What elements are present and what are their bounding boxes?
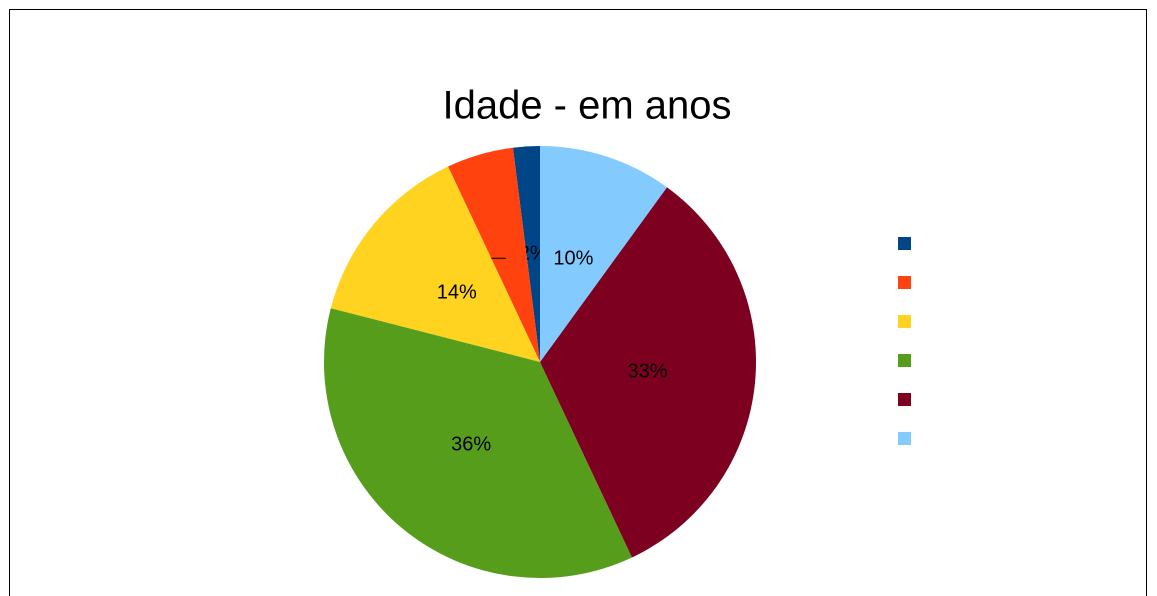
legend-swatch <box>898 276 911 289</box>
legend-swatch <box>898 315 911 328</box>
data-label: 33% <box>628 360 668 382</box>
pie-slice <box>330 166 540 362</box>
data-label: 14% <box>437 281 477 303</box>
chart-title: Idade - em anos <box>442 84 731 128</box>
legend-swatch <box>898 393 911 406</box>
pie-slice <box>512 146 540 362</box>
pie-slice <box>324 308 632 578</box>
data-label: 36% <box>451 433 491 455</box>
legend-swatch <box>898 432 911 445</box>
data-label: 10% <box>553 248 593 270</box>
legend-swatch <box>898 237 911 250</box>
pie-slice <box>448 147 540 362</box>
legend-swatch <box>898 354 911 367</box>
pie-slice <box>540 187 756 558</box>
pie-slice <box>540 146 667 362</box>
